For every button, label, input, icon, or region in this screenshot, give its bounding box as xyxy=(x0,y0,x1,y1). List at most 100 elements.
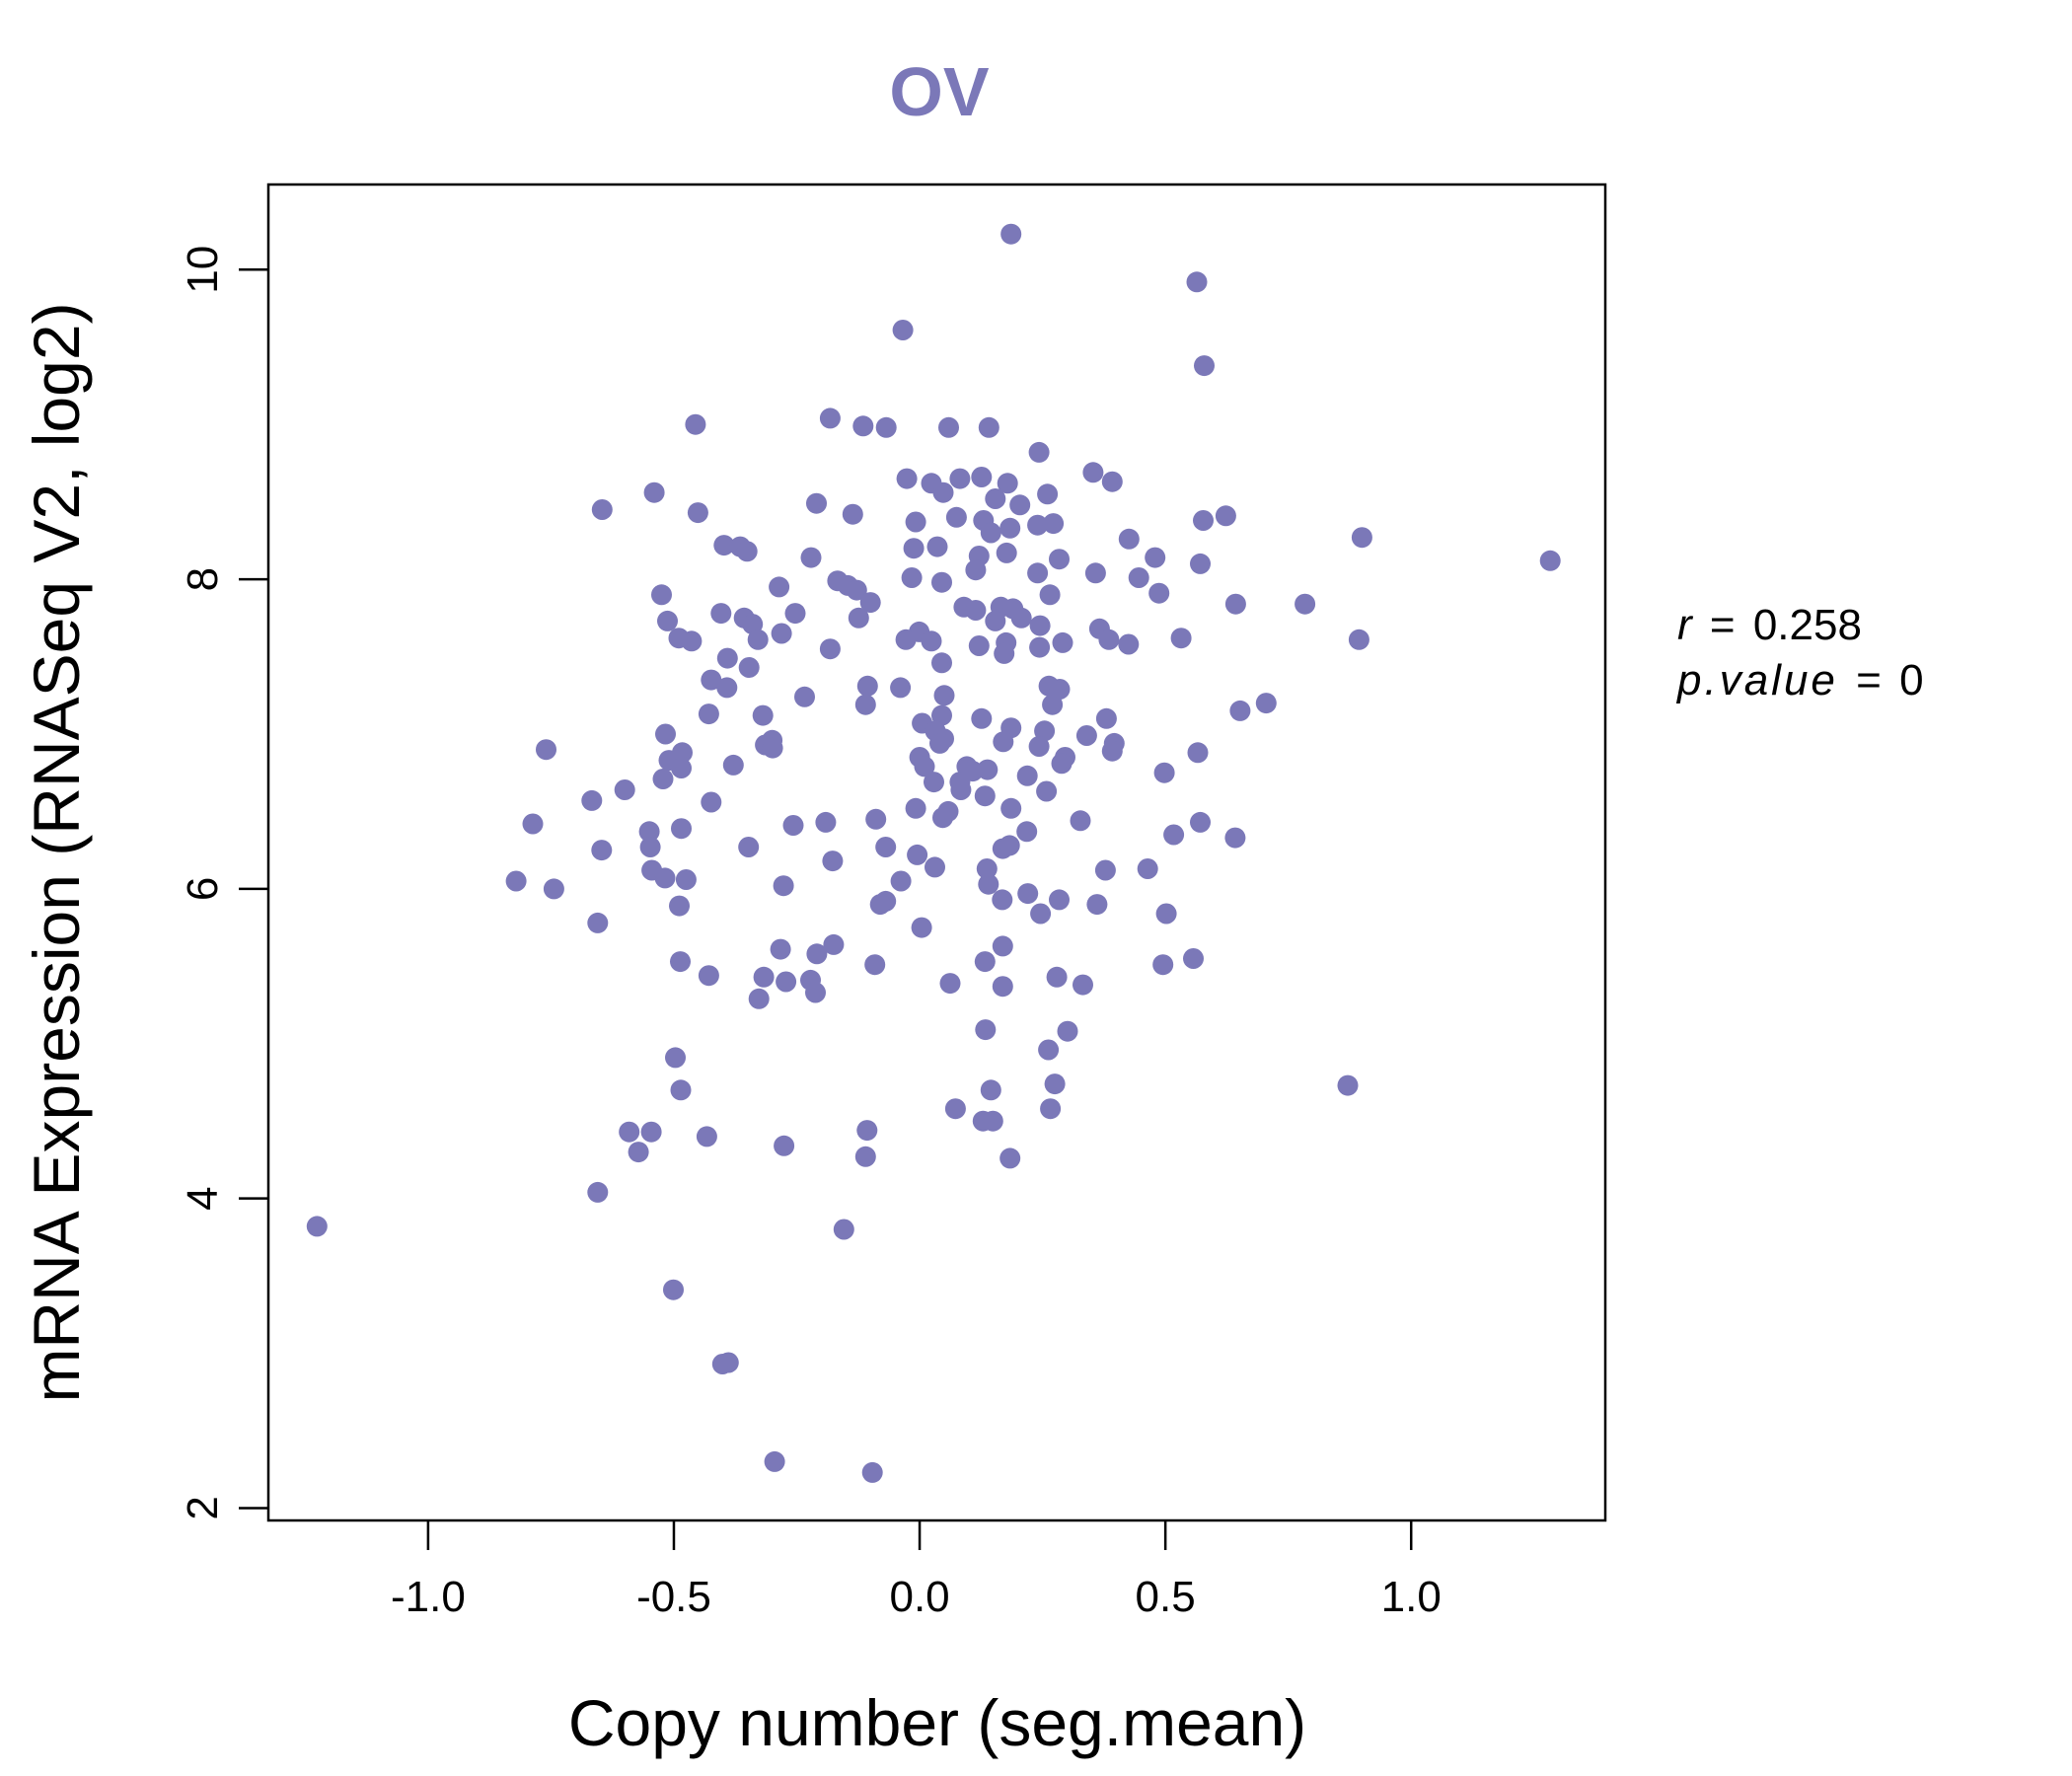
data-point xyxy=(651,584,672,606)
data-point xyxy=(911,917,932,938)
data-point xyxy=(1163,824,1185,846)
data-point xyxy=(1049,679,1071,700)
data-point xyxy=(522,813,544,835)
data-point xyxy=(698,965,719,987)
data-point xyxy=(965,600,987,621)
data-point xyxy=(1038,1039,1060,1061)
data-point xyxy=(764,1450,785,1472)
data-point xyxy=(1043,513,1065,535)
data-point xyxy=(999,517,1021,539)
x-axis-title: Copy number (seg.mean) xyxy=(568,1686,1306,1759)
data-point xyxy=(852,415,874,437)
data-point xyxy=(806,943,828,965)
data-point xyxy=(978,873,999,895)
data-point xyxy=(774,1135,795,1156)
x-tick-label: -1.0 xyxy=(391,1573,466,1621)
data-point xyxy=(1186,271,1208,293)
data-point xyxy=(994,642,1015,664)
y-tick-label: 2 xyxy=(179,1496,227,1519)
data-point xyxy=(996,542,1017,563)
data-point xyxy=(1255,693,1277,714)
data-point xyxy=(655,723,676,745)
data-point xyxy=(1040,1098,1062,1120)
data-point xyxy=(670,1079,692,1101)
data-point xyxy=(1075,725,1097,746)
data-point xyxy=(992,935,1013,957)
data-point xyxy=(992,889,1013,911)
data-point xyxy=(736,541,758,562)
data-point xyxy=(657,610,678,631)
data-point xyxy=(640,1121,662,1143)
data-point xyxy=(859,592,881,614)
data-point xyxy=(980,1079,1001,1101)
data-point xyxy=(1155,903,1177,925)
data-point xyxy=(619,1121,640,1143)
data-point xyxy=(822,851,844,872)
data-point xyxy=(999,835,1020,856)
data-point xyxy=(1137,858,1158,879)
data-point xyxy=(794,686,815,707)
data-point xyxy=(738,837,760,857)
data-point xyxy=(985,610,1006,631)
data-point xyxy=(306,1216,328,1237)
data-point xyxy=(773,875,794,897)
data-point xyxy=(654,867,676,889)
y-tick-label: 8 xyxy=(179,567,227,591)
data-point xyxy=(1036,780,1058,802)
data-point xyxy=(939,973,961,995)
data-point xyxy=(977,759,999,780)
data-point xyxy=(581,789,603,811)
data-point xyxy=(1051,753,1073,775)
data-point xyxy=(1046,966,1068,988)
data-point xyxy=(1010,607,1032,629)
data-point xyxy=(846,579,867,601)
data-point xyxy=(819,407,841,429)
data-point xyxy=(932,481,954,503)
data-point xyxy=(992,976,1013,998)
data-point xyxy=(505,870,527,892)
data-point xyxy=(1193,510,1214,531)
data-point xyxy=(842,503,863,525)
data-point xyxy=(716,677,738,699)
data-point xyxy=(784,603,806,625)
data-point xyxy=(1337,1074,1359,1096)
data-point xyxy=(1042,694,1064,715)
data-point xyxy=(587,1181,609,1203)
plot-frame xyxy=(266,183,1607,1522)
data-point xyxy=(1152,954,1174,976)
chart-title: OV xyxy=(889,53,989,130)
data-point xyxy=(1101,740,1123,762)
y-axis-title: mRNA Expression (RNASeq V2, log2) xyxy=(20,302,93,1402)
correlation-label: r = 0.258 xyxy=(1677,601,1862,649)
data-point xyxy=(800,547,822,568)
data-point xyxy=(926,536,948,557)
data-point xyxy=(978,416,999,438)
x-tick-label: -0.5 xyxy=(636,1573,711,1621)
data-point xyxy=(639,837,661,857)
data-point xyxy=(1000,223,1022,245)
data-point xyxy=(980,522,1001,544)
x-tick-label: 0.5 xyxy=(1136,1573,1196,1621)
data-point xyxy=(931,652,952,674)
data-point xyxy=(1057,1020,1078,1042)
data-point xyxy=(905,797,926,819)
data-point xyxy=(819,638,841,660)
data-point xyxy=(931,704,952,726)
data-point xyxy=(921,630,942,652)
data-point xyxy=(869,894,891,916)
data-point xyxy=(716,647,738,669)
data-point xyxy=(770,938,791,960)
data-point xyxy=(931,571,952,593)
data-point xyxy=(985,488,1006,509)
data-point xyxy=(638,821,660,843)
data-point xyxy=(1016,765,1038,786)
data-point xyxy=(1029,636,1051,658)
data-point xyxy=(747,629,769,650)
data-point xyxy=(696,1126,717,1147)
data-point xyxy=(896,468,918,489)
data-point xyxy=(1086,894,1108,916)
data-point xyxy=(856,1120,878,1142)
data-point xyxy=(929,732,950,754)
p-symbol: p.value xyxy=(1675,656,1838,704)
data-point xyxy=(1229,700,1251,721)
